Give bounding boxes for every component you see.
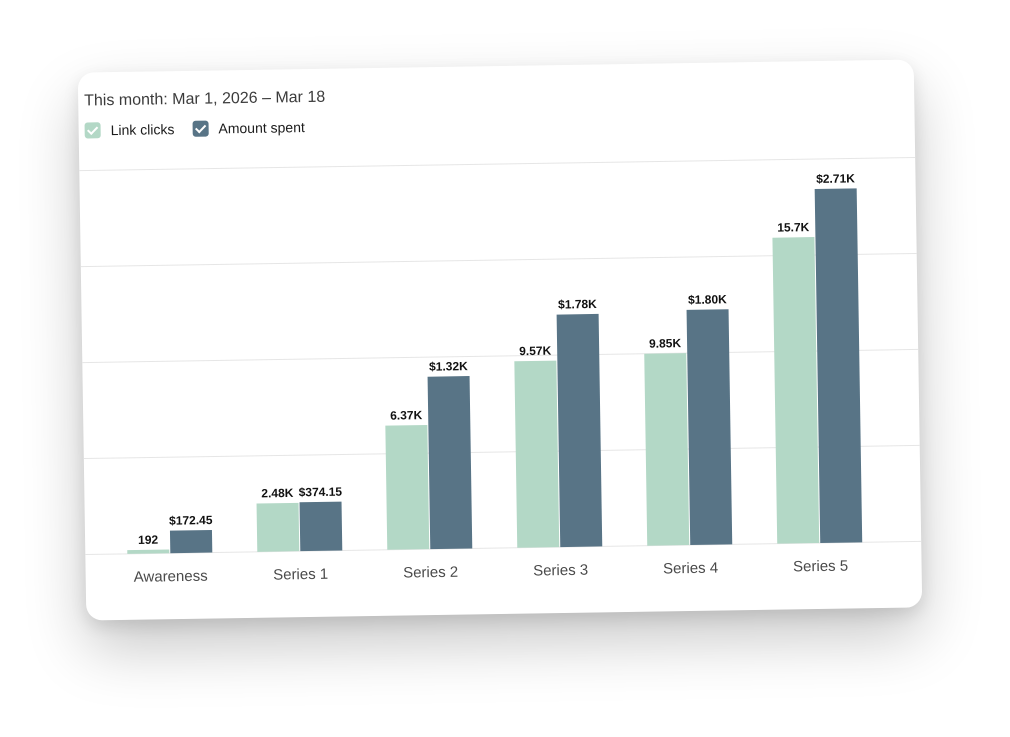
data-label-link-clicks-4: 9.85K [649, 336, 682, 351]
data-label-amount-spent-3: $1.78K [558, 297, 597, 312]
category-label-2: Series 2 [403, 564, 458, 582]
data-label-link-clicks-2: 6.37K [390, 408, 423, 423]
data-label-link-clicks-0: 192 [138, 533, 159, 547]
legend: Link clicks Amount spent [84, 119, 305, 139]
legend-item-link-clicks[interactable]: Link clicks [84, 121, 175, 139]
data-label-amount-spent-1: $374.15 [299, 485, 343, 500]
bar-amount-spent-3[interactable] [556, 313, 603, 548]
legend-label-amount-spent: Amount spent [218, 119, 305, 137]
amount-spent-checkbox-icon[interactable] [192, 120, 209, 137]
bar-amount-spent-1[interactable] [299, 501, 343, 552]
bar-amount-spent-0[interactable] [169, 530, 213, 554]
bar-link-clicks-3[interactable] [514, 360, 560, 548]
data-label-amount-spent-5: $2.71K [816, 171, 855, 186]
data-label-link-clicks-5: 15.7K [777, 220, 810, 235]
category-label-1: Series 1 [273, 566, 328, 584]
data-label-link-clicks-1: 2.48K [261, 486, 294, 501]
category-label-5: Series 5 [793, 558, 848, 576]
gridline [79, 156, 916, 172]
legend-label-link-clicks: Link clicks [110, 121, 175, 139]
chart-card: This month: Mar 1, 2026 – Mar 18 Link cl… [77, 59, 923, 621]
category-label-4: Series 4 [663, 560, 718, 578]
legend-item-amount-spent[interactable]: Amount spent [192, 119, 305, 137]
bar-amount-spent-4[interactable] [686, 309, 733, 546]
bar-amount-spent-2[interactable] [427, 376, 473, 550]
link-clicks-checkbox-icon[interactable] [84, 122, 101, 139]
data-label-amount-spent-2: $1.32K [429, 359, 468, 374]
category-label-0: Awareness [134, 568, 208, 586]
bar-link-clicks-0[interactable] [127, 549, 170, 554]
bar-link-clicks-1[interactable] [256, 502, 300, 552]
data-label-amount-spent-4: $1.80K [688, 292, 727, 307]
chart-area: 192 $172.45 Awareness 2.48K $374.15 Series 1 6… [79, 149, 922, 602]
bar-link-clicks-4[interactable] [644, 353, 690, 546]
bar-link-clicks-5[interactable] [772, 237, 820, 544]
bar-chart: 192 $172.45 Awareness 2.48K $374.15 Series 1 6… [79, 156, 922, 586]
bar-link-clicks-2[interactable] [385, 424, 430, 550]
data-label-link-clicks-3: 9.57K [519, 344, 552, 359]
data-label-amount-spent-0: $172.45 [169, 513, 213, 528]
category-label-3: Series 3 [533, 562, 588, 580]
date-range-label: This month: Mar 1, 2026 – Mar 18 [84, 88, 326, 110]
bar-amount-spent-5[interactable] [814, 188, 863, 543]
